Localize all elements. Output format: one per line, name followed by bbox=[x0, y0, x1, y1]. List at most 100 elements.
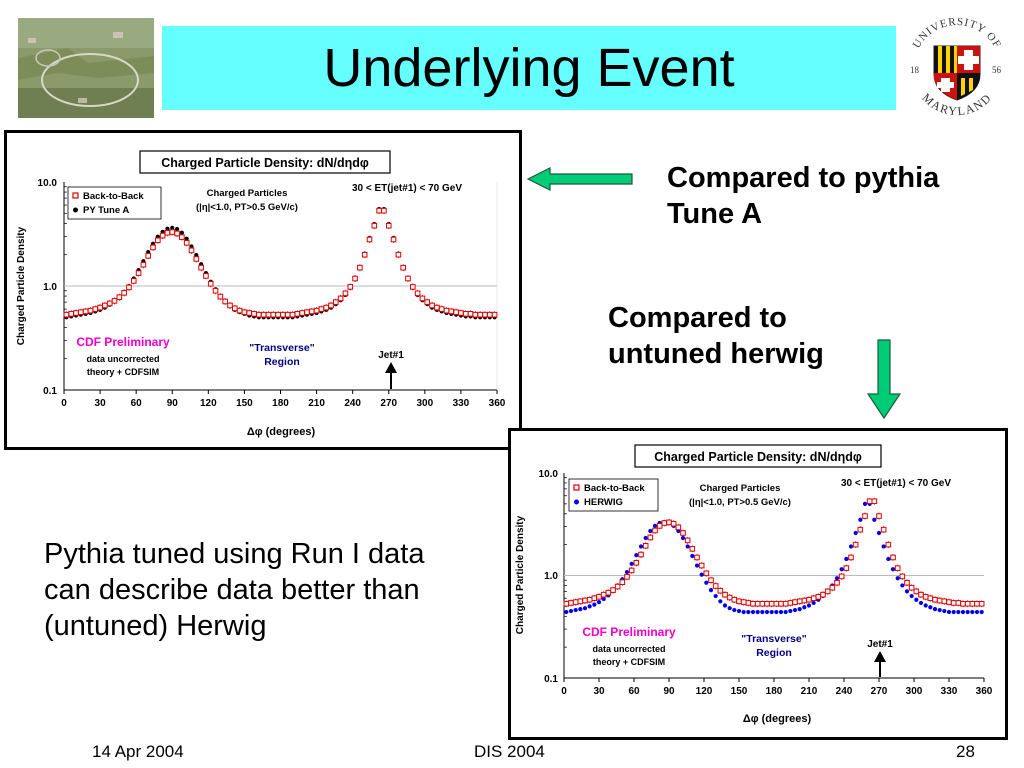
data-point-back-to-back bbox=[596, 593, 602, 600]
data-point-herwig bbox=[783, 609, 788, 615]
data-point-back-to-back bbox=[778, 600, 784, 607]
data-point-herwig bbox=[760, 609, 765, 615]
data-point-herwig bbox=[648, 528, 653, 534]
data-point-back-to-back bbox=[448, 308, 455, 315]
data-point-back-to-back bbox=[385, 222, 392, 229]
data-point-back-to-back bbox=[193, 256, 200, 262]
data-point-herwig bbox=[872, 517, 877, 522]
data-point-back-to-back bbox=[73, 310, 79, 316]
data-point-back-to-back bbox=[745, 600, 752, 606]
data-point-back-to-back bbox=[754, 600, 761, 607]
data-point-back-to-back bbox=[434, 304, 440, 311]
data-point-back-to-back bbox=[796, 598, 803, 605]
y-minor-ticks bbox=[64, 186, 67, 360]
x-tick-label: 360 bbox=[489, 398, 506, 409]
x-tick-label: 330 bbox=[453, 398, 470, 409]
data-point-herwig bbox=[942, 608, 947, 614]
jet1-label: Jet#1 bbox=[867, 639, 893, 650]
data-point-herwig bbox=[914, 597, 919, 602]
x-tick-label: 300 bbox=[906, 686, 923, 697]
annotation-et-cut: 30 < ET(jet#1) < 70 GeV bbox=[841, 478, 951, 489]
data-point-herwig bbox=[886, 556, 891, 562]
data-point-back-to-back bbox=[614, 583, 621, 590]
legend-marker-py-tune-a bbox=[73, 207, 78, 213]
data-point-herwig bbox=[732, 607, 737, 613]
data-point-back-to-back bbox=[936, 597, 943, 604]
data-point-herwig bbox=[904, 589, 910, 594]
legend-marker-herwig bbox=[574, 499, 579, 505]
data-point-back-to-back bbox=[102, 302, 108, 309]
data-point-back-to-back bbox=[908, 584, 915, 591]
annotation-uncorrected: data uncorrected bbox=[592, 644, 665, 654]
data-point-herwig bbox=[834, 576, 840, 581]
chart-title-box bbox=[139, 150, 391, 174]
data-point-back-to-back bbox=[78, 309, 84, 315]
data-point-back-to-back bbox=[764, 600, 770, 607]
data-point-herwig bbox=[788, 608, 793, 614]
x-tick-label: 150 bbox=[236, 398, 253, 409]
cdf-preliminary-label: CDF Preliminary bbox=[76, 335, 170, 349]
data-point-back-to-back bbox=[880, 526, 887, 533]
left-arrow-icon bbox=[526, 166, 636, 197]
data-point-herwig bbox=[848, 544, 854, 549]
data-point-back-to-back bbox=[586, 596, 593, 603]
data-point-back-to-back bbox=[852, 541, 859, 548]
data-point-back-to-back bbox=[633, 560, 640, 566]
data-point-herwig bbox=[694, 563, 700, 568]
data-point-back-to-back bbox=[308, 308, 315, 315]
x-tick-label: 0 bbox=[61, 398, 67, 409]
data-point-back-to-back bbox=[904, 579, 910, 586]
data-point-herwig bbox=[652, 523, 658, 528]
data-point-herwig bbox=[741, 609, 746, 615]
data-point-back-to-back bbox=[810, 595, 817, 602]
data-point-back-to-back bbox=[169, 229, 176, 235]
data-point-back-to-back bbox=[740, 599, 747, 605]
data-point-back-to-back bbox=[342, 290, 349, 297]
data-point-herwig bbox=[876, 530, 882, 536]
summary-text: Pythia tuned using Run I data can descri… bbox=[44, 538, 425, 642]
data-point-back-to-back bbox=[969, 600, 976, 607]
data-point-herwig bbox=[918, 600, 924, 606]
data-point-back-to-back bbox=[347, 284, 354, 290]
data-point-back-to-back bbox=[946, 599, 952, 605]
y-tick-label: 1.0 bbox=[544, 571, 558, 582]
data-point-back-to-back bbox=[121, 290, 127, 296]
data-point-herwig bbox=[806, 603, 812, 608]
data-point-back-to-back bbox=[927, 595, 934, 602]
data-point-back-to-back bbox=[964, 600, 971, 607]
data-point-herwig bbox=[680, 535, 686, 541]
data-point-back-to-back bbox=[684, 537, 691, 544]
data-point-back-to-back bbox=[610, 587, 616, 593]
data-point-back-to-back bbox=[768, 600, 775, 607]
legend-label: Back-to-Back bbox=[83, 191, 144, 202]
data-point-back-to-back bbox=[333, 299, 339, 305]
data-point-back-to-back bbox=[135, 270, 142, 276]
data-point-back-to-back bbox=[694, 554, 700, 561]
data-point-back-to-back bbox=[978, 600, 985, 607]
data-point-herwig bbox=[844, 556, 849, 562]
data-point-herwig bbox=[634, 553, 639, 558]
y-axis-label: Charged Particle Density bbox=[16, 226, 27, 345]
data-point-back-to-back bbox=[318, 306, 325, 312]
data-point-herwig bbox=[956, 609, 961, 615]
jet1-label: Jet#1 bbox=[378, 350, 404, 361]
legend-marker-back-to-back bbox=[573, 484, 580, 491]
data-point-back-to-back bbox=[390, 236, 397, 243]
data-point-herwig bbox=[592, 602, 597, 607]
data-point-back-to-back bbox=[670, 520, 677, 527]
data-point-herwig bbox=[769, 609, 774, 615]
data-point-back-to-back bbox=[736, 598, 742, 605]
data-point-py-tune-a bbox=[184, 236, 189, 241]
data-point-py-tune-a bbox=[165, 226, 170, 231]
data-point-back-to-back bbox=[395, 251, 402, 258]
x-tick-label: 210 bbox=[308, 398, 325, 409]
data-point-herwig bbox=[564, 609, 569, 615]
data-point-herwig bbox=[890, 567, 896, 572]
down-arrow-icon bbox=[866, 338, 902, 425]
data-point-back-to-back bbox=[824, 588, 831, 595]
data-point-back-to-back bbox=[159, 232, 166, 239]
data-point-back-to-back bbox=[572, 599, 579, 605]
data-point-back-to-back bbox=[217, 293, 224, 300]
data-point-back-to-back bbox=[894, 565, 901, 571]
data-point-back-to-back bbox=[371, 222, 378, 229]
